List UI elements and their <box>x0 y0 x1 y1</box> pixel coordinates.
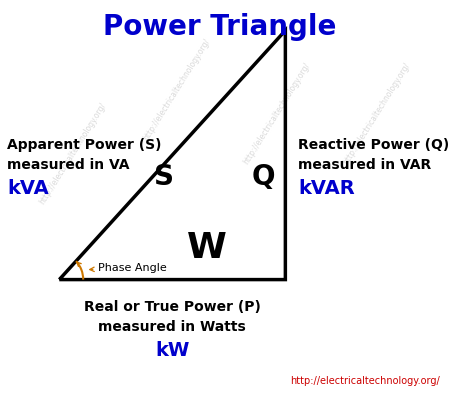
Text: Power Triangle: Power Triangle <box>103 13 337 41</box>
Text: measured in Watts: measured in Watts <box>99 320 246 334</box>
Text: Q: Q <box>252 163 275 191</box>
Text: kVA: kVA <box>7 179 49 198</box>
Text: W: W <box>187 231 227 265</box>
Text: http://electricaltechnology.org/: http://electricaltechnology.org/ <box>37 101 108 206</box>
Text: Apparent Power (S): Apparent Power (S) <box>7 138 162 152</box>
Text: measured in VAR: measured in VAR <box>299 158 432 172</box>
Text: http://electricaltechnology.org/: http://electricaltechnology.org/ <box>290 377 439 386</box>
Text: kW: kW <box>155 341 190 360</box>
Text: Real or True Power (P): Real or True Power (P) <box>84 300 261 314</box>
Text: Phase Angle: Phase Angle <box>90 263 167 273</box>
Text: http://electricaltechnology.org/: http://electricaltechnology.org/ <box>342 61 412 166</box>
Text: Reactive Power (Q): Reactive Power (Q) <box>299 138 450 152</box>
Text: measured in VA: measured in VA <box>7 158 129 172</box>
Text: http://electricaltechnology.org/: http://electricaltechnology.org/ <box>142 37 212 142</box>
Text: S: S <box>154 163 173 191</box>
Text: kVAR: kVAR <box>299 179 355 198</box>
Text: http://electricaltechnology.org/: http://electricaltechnology.org/ <box>242 61 312 166</box>
